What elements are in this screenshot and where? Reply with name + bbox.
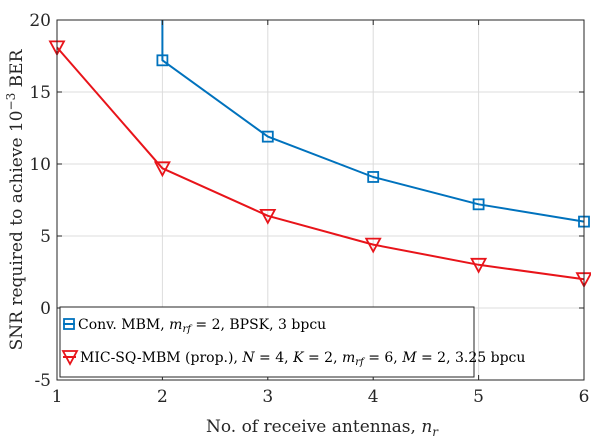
legend-label-conv-mbm-text: Conv. MBM, <box>78 317 169 333</box>
y-axis-label: SNR required to achieve 10−3 BER <box>4 48 27 350</box>
data-point-triangle <box>470 257 488 274</box>
data-point-triangle <box>364 237 382 254</box>
x-tick-label: 1 <box>52 387 63 407</box>
series-line <box>56 46 585 281</box>
data-point-square <box>261 130 274 143</box>
series-mic-sq-mbm <box>48 40 591 289</box>
y-tick-label: 15 <box>29 83 51 103</box>
x-tick-label: 6 <box>579 387 590 407</box>
legend: Conv. MBM, mrf = 2, BPSK, 3 bpcu MIC-SQ-… <box>59 306 525 378</box>
plot-frame <box>56 19 585 381</box>
data-point-square <box>472 198 485 211</box>
legend-marker-triangle-down-icon <box>61 350 79 366</box>
data-point-triangle <box>259 208 277 225</box>
series-line <box>161 20 585 223</box>
x-tick-label: 3 <box>262 387 273 407</box>
y-tick-label: 0 <box>40 299 51 319</box>
y-tick-label: 10 <box>29 155 51 175</box>
x-axis-label: No. of receive antennas, nr <box>206 417 439 436</box>
x-tick-label: 5 <box>473 387 484 407</box>
series-conv-mbm <box>156 20 590 228</box>
data-point-triangle <box>153 161 171 178</box>
legend-label-conv-mbm: Conv. MBM, mrf = 2, BPSK, 3 bpcu <box>78 317 326 335</box>
y-tick-label: 20 <box>29 11 51 31</box>
tick-labels: 1 2 3 4 5 6 -5 0 5 10 15 20 <box>29 11 589 407</box>
legend-label-mic-sq-mbm: MIC-SQ-MBM (prop.), N = 4, K = 2, mrf = … <box>80 350 525 368</box>
y-tick-label: -5 <box>34 371 51 391</box>
data-point-square <box>367 171 380 183</box>
legend-marker-square-icon <box>63 318 75 330</box>
legend-box <box>59 306 475 378</box>
y-tick-label: 5 <box>40 227 51 247</box>
legend-entry-mic-sq-mbm: MIC-SQ-MBM (prop.), N = 4, K = 2, mrf = … <box>61 350 525 368</box>
x-tick-label: 2 <box>157 387 168 407</box>
data-point-square <box>156 54 169 67</box>
series-layer <box>48 20 591 289</box>
legend-entry-conv-mbm: Conv. MBM, mrf = 2, BPSK, 3 bpcu <box>63 317 326 335</box>
x-tick-label: 4 <box>368 387 379 407</box>
